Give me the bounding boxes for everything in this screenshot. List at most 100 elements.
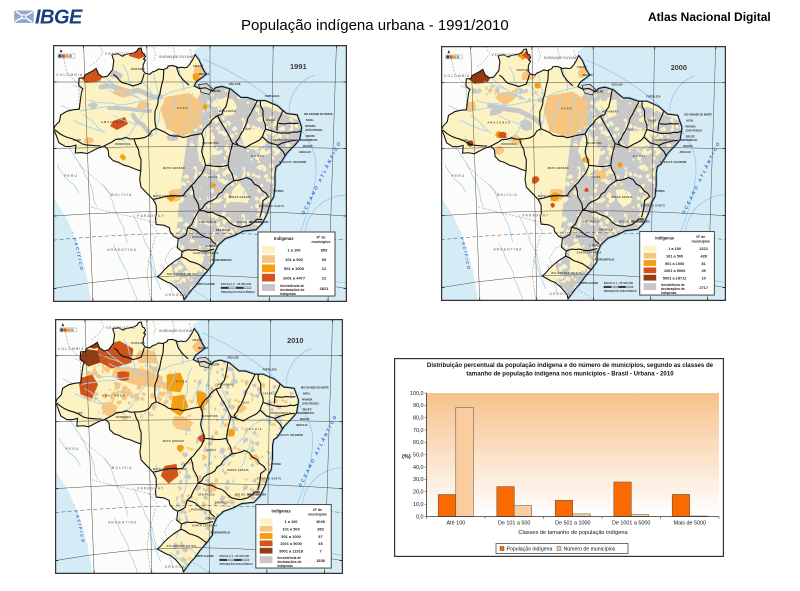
svg-text:57: 57 (318, 534, 323, 539)
svg-text:P A R Á: P A R Á (177, 107, 188, 110)
svg-text:De 1001 a 5000: De 1001 a 5000 (612, 521, 650, 527)
svg-text:RONDÔNIA: RONDÔNIA (115, 143, 131, 146)
svg-text:tamanho de população indígena: tamanho de população indígena nos municí… (466, 371, 674, 378)
svg-text:SALVADOR: SALVADOR (290, 434, 303, 437)
svg-text:GUYANE: GUYANE (563, 56, 578, 60)
svg-text:TOCANTINS: TOCANTINS (201, 415, 218, 418)
svg-text:A M A Z O N A S: A M A Z O N A S (488, 121, 511, 124)
svg-text:SÃO LUÍS: SÃO LUÍS (229, 83, 241, 86)
svg-text:(%): (%) (402, 454, 411, 460)
svg-text:P E R U: P E R U (66, 447, 79, 451)
svg-text:101 a 500: 101 a 500 (666, 253, 684, 258)
svg-text:RIO GRANDE DO SUL: RIO GRANDE DO SUL (167, 273, 198, 276)
svg-text:PARAÍBA: PARAÍBA (685, 125, 696, 128)
svg-text:De 501 a 1000: De 501 a 1000 (555, 521, 590, 527)
svg-text:Distribuição percentual da pop: Distribuição percentual da população ind… (427, 362, 714, 369)
svg-text:JOÃO PESSOA: JOÃO PESSOA (302, 402, 319, 405)
svg-text:10: 10 (702, 275, 707, 280)
svg-text:5001 a 18712: 5001 a 18712 (663, 275, 687, 280)
svg-text:MATO GROSSO DO SUL: MATO GROSSO DO SUL (153, 468, 187, 471)
svg-text:Nº de: Nº de (696, 235, 705, 239)
svg-text:De 101 a 500: De 101 a 500 (498, 521, 530, 527)
svg-text:Nº de: Nº de (313, 508, 322, 512)
svg-text:SERGIPE: SERGIPE (279, 161, 292, 164)
svg-text:PERNAMBUCO: PERNAMBUCO (680, 139, 697, 142)
svg-text:1001 a 4477: 1001 a 4477 (283, 275, 306, 280)
svg-text:Indígenas: Indígenas (271, 508, 291, 513)
svg-text:MINAS GERAIS: MINAS GERAIS (612, 196, 633, 199)
svg-text:B A H I A: B A H I A (251, 155, 264, 158)
svg-text:MATO GROSSO DO SUL: MATO GROSSO DO SUL (153, 195, 188, 198)
svg-text:P E R U: P E R U (64, 174, 77, 178)
svg-text:RONDÔNIA: RONDÔNIA (116, 416, 132, 419)
svg-text:SÃO LUÍS: SÃO LUÍS (612, 84, 623, 87)
svg-text:GUYANE: GUYANE (179, 55, 195, 59)
svg-text:PORTO ALEGRE: PORTO ALEGRE (195, 555, 214, 558)
svg-text:C O L Ô M B I A: C O L Ô M B I A (444, 73, 470, 78)
svg-text:MATO GROSSO: MATO GROSSO (163, 167, 185, 170)
svg-text:PROJEÇÃO POLICÔNICA: PROJEÇÃO POLICÔNICA (221, 289, 255, 294)
svg-text:FLORIANÓPOLIS: FLORIANÓPOLIS (212, 259, 232, 262)
svg-text:Mais de 5000: Mais de 5000 (674, 521, 706, 527)
svg-text:PERNAMBUCO: PERNAMBUCO (271, 412, 292, 415)
svg-text:2717: 2717 (699, 285, 708, 290)
svg-text:RECIFE: RECIFE (303, 408, 312, 411)
svg-text:NATAL: NATAL (306, 119, 314, 122)
svg-text:PIAUÍ: PIAUÍ (243, 128, 251, 131)
svg-text:70,0: 70,0 (413, 428, 424, 434)
svg-text:GOIÁS: GOIÁS (207, 449, 216, 452)
svg-text:NATAL: NATAL (686, 119, 694, 122)
svg-text:BELÉM: BELÉM (595, 91, 603, 94)
svg-text:MATO GROSSO: MATO GROSSO (548, 167, 569, 170)
svg-text:100,0: 100,0 (410, 391, 424, 397)
svg-text:PARAÍBA: PARAÍBA (302, 398, 313, 401)
svg-text:3045: 3045 (316, 519, 326, 524)
svg-text:12: 12 (322, 275, 327, 280)
svg-text:JOÃO PESSOA: JOÃO PESSOA (685, 129, 702, 132)
svg-text:municípios: municípios (308, 512, 327, 516)
svg-text:45: 45 (318, 541, 323, 546)
svg-text:declarações de: declarações de (661, 287, 685, 291)
svg-text:B O L Í V I A: B O L Í V I A (112, 465, 132, 470)
svg-text:PROJEÇÃO POLICÔNICA: PROJEÇÃO POLICÔNICA (604, 288, 637, 293)
svg-text:MATO GROSSO: MATO GROSSO (163, 440, 185, 443)
svg-text:C O L Ô M B I A: C O L Ô M B I A (58, 346, 84, 351)
svg-text:PROJEÇÃO POLICÔNICA: PROJEÇÃO POLICÔNICA (220, 561, 253, 566)
svg-text:RECIFE: RECIFE (686, 136, 695, 138)
svg-text:B O L Í V I A: B O L Í V I A (111, 192, 132, 197)
svg-text:12: 12 (322, 266, 327, 271)
svg-text:90,0: 90,0 (413, 403, 424, 409)
svg-text:VITÓRIA: VITÓRIA (655, 190, 665, 193)
svg-text:FORTALEZA: FORTALEZA (263, 369, 277, 372)
svg-text:5001 a 11918: 5001 a 11918 (279, 548, 304, 553)
svg-text:NATAL: NATAL (303, 392, 311, 395)
svg-text:101 a 500: 101 a 500 (285, 257, 304, 262)
svg-text:SERGIPE: SERGIPE (660, 161, 673, 164)
svg-text:Inexistência de: Inexistência de (280, 284, 304, 288)
svg-text:1 a 100: 1 a 100 (285, 519, 299, 524)
svg-text:30,0: 30,0 (413, 477, 424, 483)
svg-text:PERNAMBUCO: PERNAMBUCO (297, 412, 314, 415)
svg-text:SÃO PAULO: SÃO PAULO (215, 502, 229, 505)
svg-text:A R G E N T I N A: A R G E N T I N A (107, 248, 136, 252)
svg-text:População indígena: População indígena (507, 547, 553, 553)
svg-text:SÃO PAULO: SÃO PAULO (599, 229, 613, 232)
svg-text:ACRE: ACRE (73, 139, 81, 142)
svg-text:Classes de tamanho de populaçã: Classes de tamanho de população indígena (518, 530, 628, 536)
svg-text:PERNAMBUCO: PERNAMBUCO (654, 139, 674, 142)
svg-text:ESCALA 1 : 25 000 000: ESCALA 1 : 25 000 000 (220, 554, 250, 558)
svg-text:AMAPÁ: AMAPÁ (192, 339, 202, 342)
svg-text:428: 428 (700, 253, 707, 258)
svg-text:IBGE: IBGE (35, 7, 83, 29)
svg-text:V E N E Z U E L A: V E N E Z U E L A (106, 326, 135, 330)
svg-text:MACAPÁ: MACAPÁ (198, 347, 209, 350)
svg-text:SANTA CATARINA: SANTA CATARINA (577, 251, 602, 254)
svg-text:SÃO PAULO: SÃO PAULO (198, 494, 215, 497)
svg-text:RIO DE JANEIRO: RIO DE JANEIRO (237, 221, 262, 224)
svg-text:declarações de: declarações de (280, 288, 305, 292)
svg-text:Número de municípios: Número de municípios (564, 547, 616, 553)
svg-text:1001 a 5000: 1001 a 5000 (664, 268, 686, 273)
svg-text:ESCALA 1 : 25 000 000: ESCALA 1 : 25 000 000 (221, 282, 252, 286)
svg-text:PORTO ALEGRE: PORTO ALEGRE (580, 282, 599, 285)
svg-text:20,0: 20,0 (413, 490, 424, 496)
